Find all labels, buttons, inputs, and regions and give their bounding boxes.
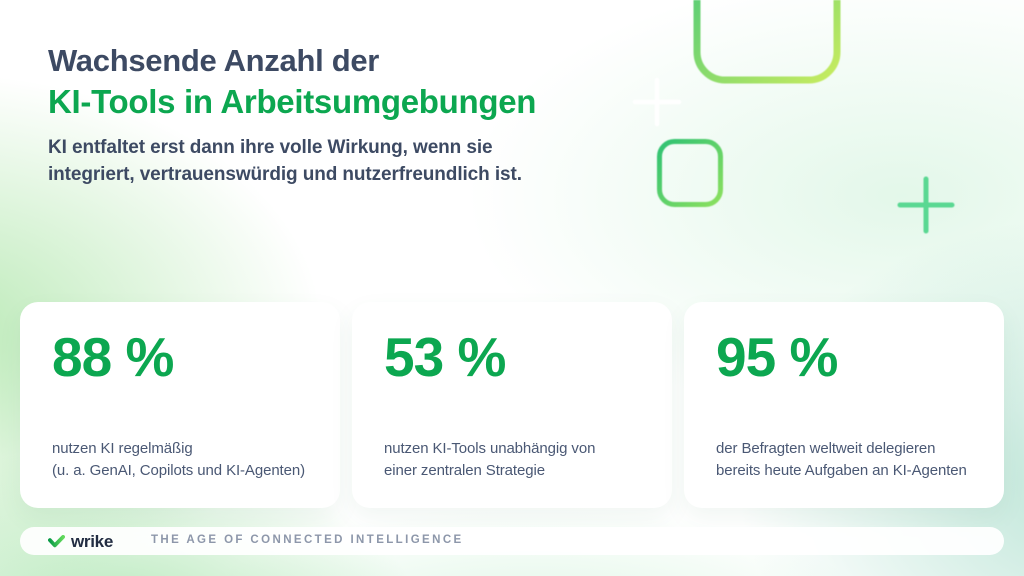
plus-white-icon xyxy=(632,77,682,127)
stat-value: 53 % xyxy=(384,326,506,388)
square-outline-large-icon xyxy=(693,0,841,84)
stat-cards-row: 88 % nutzen KI regelmäßig (u. a. GenAI, … xyxy=(20,302,1004,508)
stat-value: 88 % xyxy=(52,326,174,388)
stat-description: der Befragten weltweit delegieren bereit… xyxy=(716,438,980,482)
plus-green-icon xyxy=(897,176,955,234)
stat-description-line1: nutzen KI-Tools unabhängig von xyxy=(384,440,596,457)
footer-bar: wrike THE AGE OF CONNECTED INTELLIGENCE xyxy=(20,527,1004,555)
wrike-brand-lockup: wrike xyxy=(48,533,113,550)
stat-value: 95 % xyxy=(716,326,838,388)
wrike-check-icon xyxy=(48,534,65,547)
footer-tagline: THE AGE OF CONNECTED INTELLIGENCE xyxy=(150,534,464,547)
header: Wachsende Anzahl der KI-Tools in Arbeits… xyxy=(48,42,536,188)
stat-description-line2: bereits heute Aufgaben an KI-Agenten xyxy=(716,462,967,479)
page-title-line1: Wachsende Anzahl der xyxy=(48,43,380,78)
stat-description-line2: (u. a. GenAI, Copilots und KI-Agenten) xyxy=(52,462,306,479)
stat-description: nutzen KI-Tools unabhängig von einer zen… xyxy=(384,438,648,482)
page-title-line2: KI-Tools in Arbeitsumgebungen xyxy=(48,83,537,120)
page-subtitle-line2: integriert, vertrauenswürdig und nutzerf… xyxy=(48,164,522,185)
stat-description-line1: nutzen KI regelmäßig xyxy=(52,440,193,457)
stat-description: nutzen KI regelmäßig (u. a. GenAI, Copil… xyxy=(52,438,316,482)
stat-card-delegate-to-agents: 95 % der Befragten weltweit delegieren b… xyxy=(684,302,1004,508)
stat-description-line2: einer zentralen Strategie xyxy=(384,462,545,479)
stat-card-ki-regular-use: 88 % nutzen KI regelmäßig (u. a. GenAI, … xyxy=(20,302,340,508)
stat-card-tools-without-strategy: 53 % nutzen KI-Tools unabhängig von eine… xyxy=(352,302,672,508)
square-outline-small-icon xyxy=(657,139,723,207)
page-subtitle-line1: KI entfaltet erst dann ihre volle Wirkun… xyxy=(48,137,493,158)
page-subtitle: KI entfaltet erst dann ihre volle Wirkun… xyxy=(48,134,536,188)
wrike-wordmark: wrike xyxy=(71,531,113,551)
stat-description-line1: der Befragten weltweit delegieren xyxy=(716,440,936,457)
